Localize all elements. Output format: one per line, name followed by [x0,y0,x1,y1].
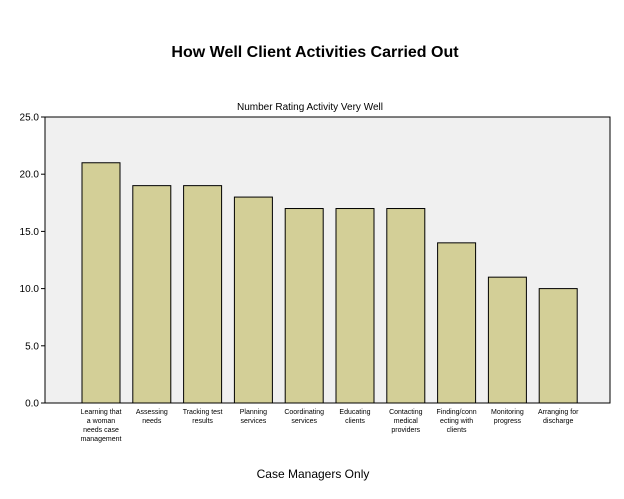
x-tick-label-line: needs case [83,427,119,434]
x-tick-label-line: ecting with [440,418,473,425]
x-tick-label: Tracking test results [183,409,223,425]
x-tick-label-line: services [241,418,267,425]
x-tick-label-line: clients [345,418,365,425]
y-tick-label: 25.0 [20,113,40,124]
chart-footer: Case Managers Only [257,467,370,481]
bar [233,196,273,404]
bar [132,185,172,404]
x-tick-label-line: Tracking test [183,409,223,416]
x-tick-label: Contacting medical providers [389,409,423,434]
x-tick-label-line: medical [394,418,419,425]
y-tick-label: 20.0 [20,170,40,181]
x-tick-label-line: Educating [339,409,370,416]
x-axis-labels: Learning that a woman needs case management… [81,409,580,443]
bars [81,162,578,404]
x-tick-label-line: discharge [543,418,573,425]
x-tick-label-line: Planning [240,409,267,416]
chart-subtitle: Number Rating Activity Very Well [237,102,383,113]
x-tick-label-line: clients [447,427,467,434]
x-tick-label-line: services [291,418,317,425]
bar [335,208,375,404]
y-tick-label: 10.0 [20,284,40,295]
bar [538,288,578,404]
x-tick-label-line: Assessing [136,409,168,416]
bar [437,242,477,404]
x-tick-label-line: Learning that [81,409,122,416]
bar [284,208,324,404]
x-tick-label: Coordinating services [284,409,324,425]
y-axis: 0.0 5.0 10.0 15.0 20.0 25.0 [20,113,45,410]
y-tick-label: 15.0 [20,227,40,238]
bar [183,185,223,404]
x-tick-label: Assessing needs [136,409,168,425]
x-tick-label-line: results [192,418,213,425]
x-tick-label-line: a woman [87,418,116,425]
bar [386,208,426,404]
y-tick-label: 5.0 [25,341,39,352]
x-tick-label: Educating clients [339,409,370,425]
x-tick-label-line: needs [142,418,162,425]
bar [487,276,527,404]
x-tick-label-line: Monitoring [491,409,524,416]
x-tick-label: Monitoring progress [491,409,524,425]
bar [81,162,121,404]
x-tick-label-line: progress [494,418,522,425]
x-tick-label-line: providers [391,427,420,434]
x-tick-label: Learning that a woman needs case management [81,409,122,443]
x-tick-label: Finding/conn ecting with clients [437,409,477,434]
x-tick-label-line: Arranging for [538,409,579,416]
x-tick-label: Planning services [240,409,267,425]
y-tick-label: 0.0 [25,399,39,410]
x-tick-label-line: management [81,436,122,443]
x-tick-label-line: Contacting [389,409,423,416]
chart-title: How Well Client Activities Carried Out [171,44,459,61]
x-tick-label-line: Coordinating [284,409,324,416]
x-tick-label: Arranging for discharge [538,409,579,425]
x-tick-label-line: Finding/conn [437,409,477,416]
